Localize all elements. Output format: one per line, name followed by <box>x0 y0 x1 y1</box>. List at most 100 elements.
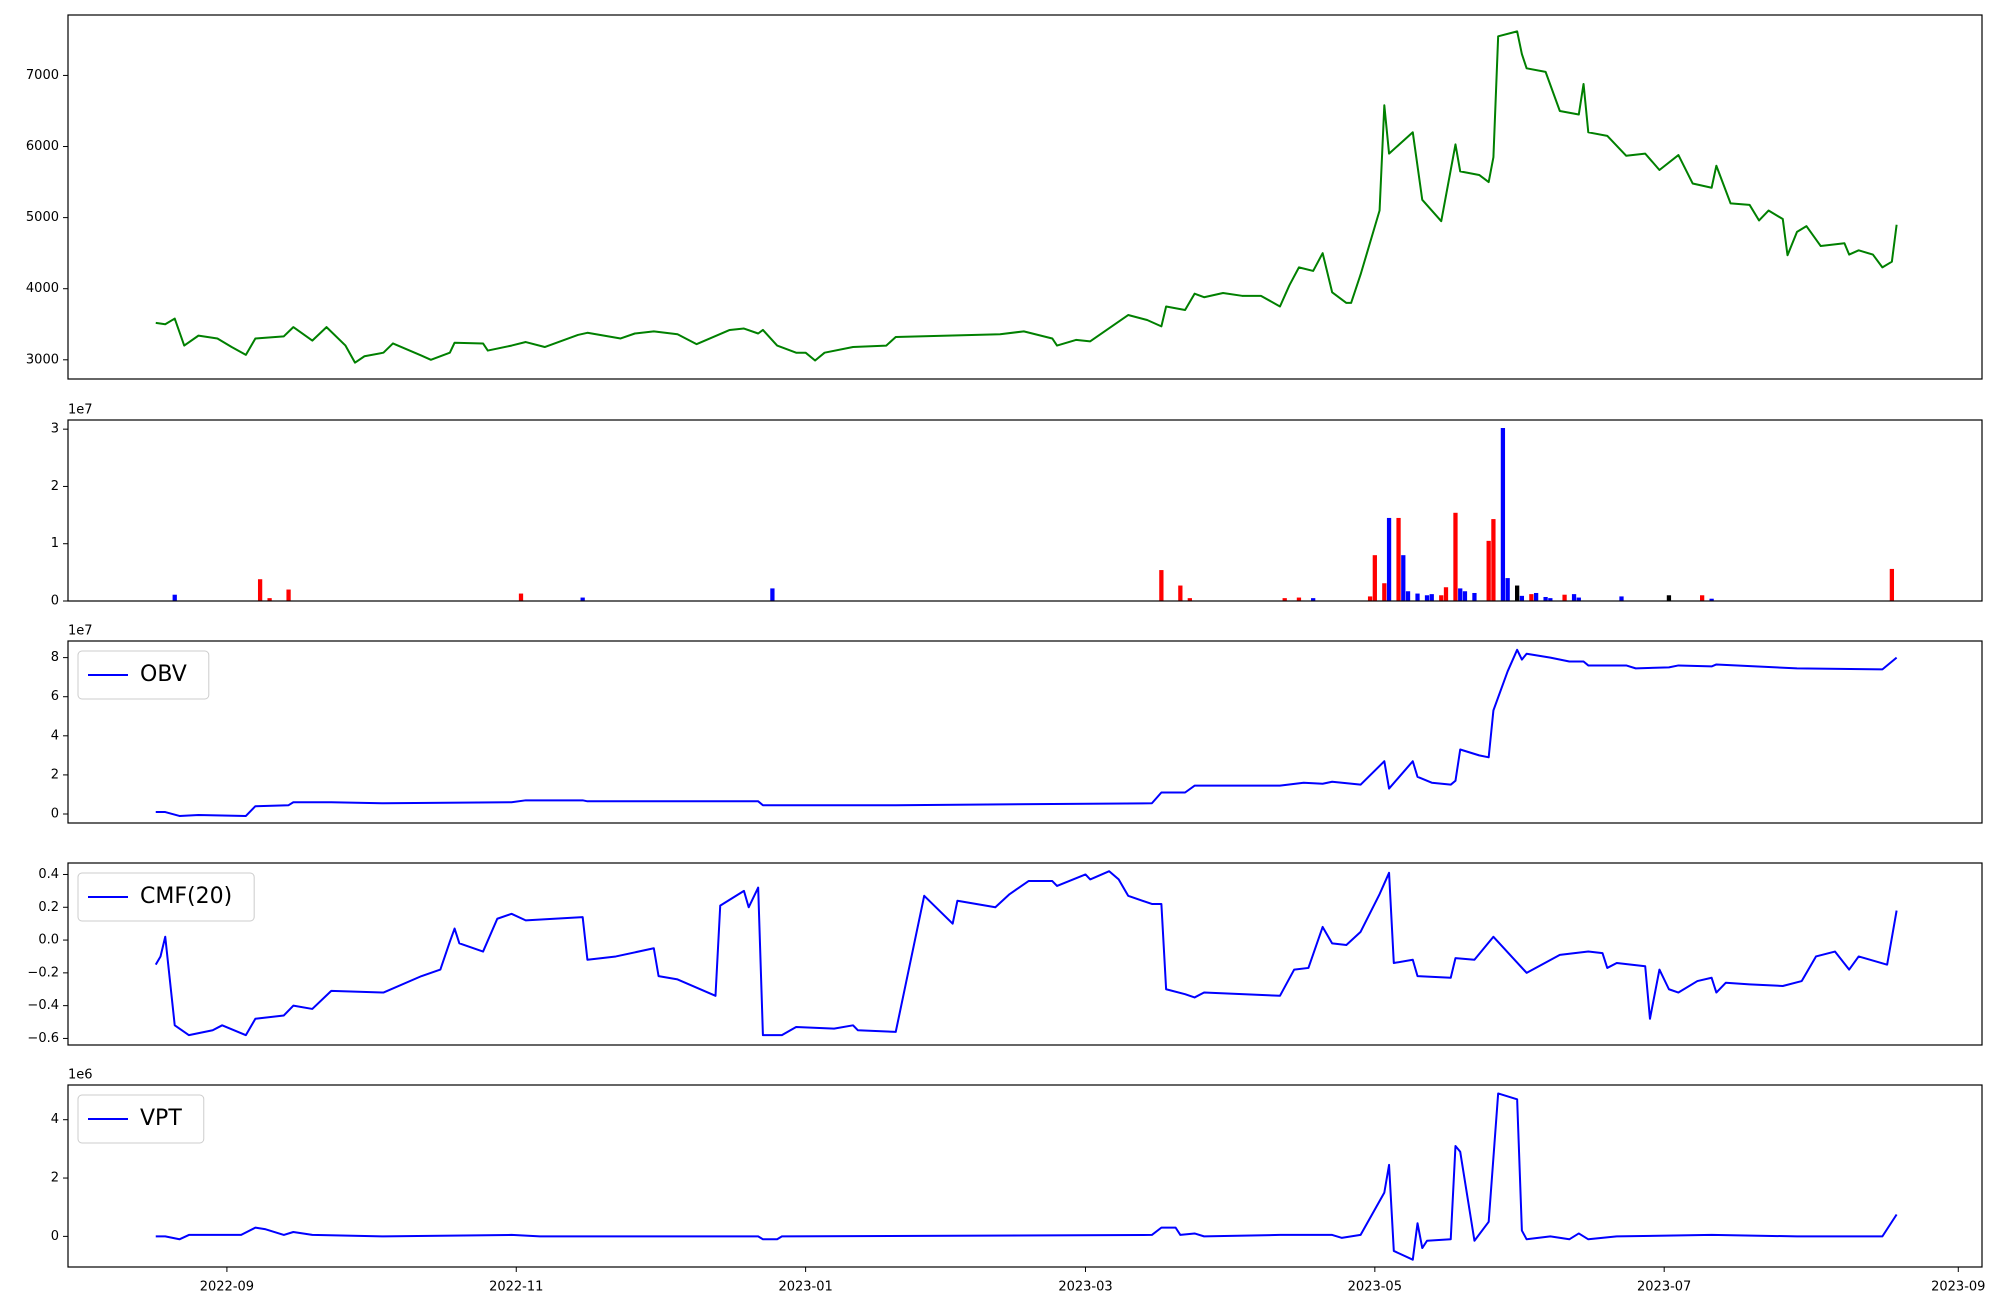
series-line <box>154 870 1898 1037</box>
volume-bar <box>1159 570 1164 601</box>
axis-offset-text: 1e6 <box>68 1068 93 1083</box>
y-tick-label: 3000 <box>26 352 59 367</box>
legend-label: CMF(20) <box>140 884 232 909</box>
legend-box <box>77 1094 205 1144</box>
plot-area <box>155 30 1898 364</box>
x-tick-label: 2022-09 <box>200 1280 254 1295</box>
volume-bar <box>1443 587 1449 601</box>
y-tick-label: 6000 <box>26 139 59 154</box>
volume-bar <box>1429 594 1434 601</box>
x-tick-label: 2023-09 <box>1931 1280 1985 1295</box>
volume-bar <box>1415 593 1420 601</box>
volume-bar <box>1666 595 1672 601</box>
volume-bar <box>1472 592 1477 601</box>
y-tick-label: 4 <box>51 1112 59 1127</box>
y-tick-label: 0.2 <box>38 900 59 915</box>
panel: 0 2 4 6 8 1e7 OBV <box>51 624 1983 824</box>
volume-bar <box>1515 585 1520 601</box>
volume-bar <box>1386 517 1392 601</box>
y-tick-label: 2 <box>51 767 59 782</box>
series-line <box>155 30 1898 364</box>
volume-bar <box>1462 591 1468 601</box>
volume-bar <box>1405 591 1411 601</box>
axes-frame <box>67 419 1983 602</box>
volume-bar <box>1439 595 1444 601</box>
volume-bar <box>1453 512 1458 601</box>
legend-label: VPT <box>140 1106 182 1131</box>
y-tick-label: 0 <box>51 807 59 822</box>
panel: 0 2 4 1e6 2022-09 2022-11 2023-01 2023-03 2023-0… <box>51 1068 1986 1295</box>
x-tick-label: 2022-11 <box>489 1280 543 1295</box>
legend: OBV <box>77 650 210 700</box>
volume-bar <box>257 579 263 601</box>
volume-bar <box>1424 595 1430 601</box>
volume-bar <box>1486 540 1491 601</box>
legend-box <box>77 650 210 700</box>
volume-bar <box>1576 597 1581 601</box>
axis-offset-text: 1e7 <box>68 624 93 639</box>
volume-bar <box>1529 594 1534 601</box>
series-line <box>155 648 1898 817</box>
y-tick-label: 4 <box>51 728 59 743</box>
x-tick-label: 2023-05 <box>1348 1280 1402 1295</box>
volume-bar <box>518 593 524 601</box>
y-tick-label: 0 <box>51 1229 59 1244</box>
plot-area <box>172 428 1895 601</box>
volume-bar <box>1396 517 1401 601</box>
y-tick-label: −0.6 <box>27 1031 59 1046</box>
axes-frame <box>67 1084 1983 1268</box>
volume-bar <box>1571 594 1577 601</box>
x-tick-label: 2023-07 <box>1637 1280 1691 1295</box>
volume-bar <box>1889 568 1895 601</box>
plot-area <box>154 870 1898 1037</box>
legend: CMF(20) <box>77 872 255 922</box>
volume-bar <box>1178 585 1183 601</box>
volume-bar <box>1619 596 1624 601</box>
volume-bar <box>1519 595 1525 601</box>
panel: 0 1 2 3 1e7 <box>51 403 1983 609</box>
volume-bar <box>770 588 775 601</box>
volume-bar <box>1699 595 1705 601</box>
volume-bar <box>1187 598 1192 601</box>
volume-bar <box>1543 596 1548 601</box>
volume-bar <box>1282 598 1287 601</box>
volume-bar <box>286 589 291 601</box>
y-tick-label: 2 <box>51 1171 59 1186</box>
axes-frame <box>67 14 1983 380</box>
volume-bar <box>1367 596 1373 601</box>
y-tick-label: 0.4 <box>38 867 59 882</box>
y-tick-label: 7000 <box>26 68 59 83</box>
series-line <box>155 1092 1898 1261</box>
volume-bar <box>1548 598 1553 601</box>
volume-bar <box>1296 597 1302 601</box>
y-tick-label: 5000 <box>26 210 59 225</box>
y-tick-label: −0.2 <box>27 965 59 980</box>
volume-bar <box>1500 428 1506 601</box>
volume-bar <box>1505 578 1510 601</box>
y-tick-label: 0.0 <box>38 933 59 948</box>
volume-bar <box>1311 598 1316 601</box>
panel: 3000 4000 5000 6000 7000 <box>26 14 1983 380</box>
legend-label: OBV <box>140 662 187 687</box>
volume-bar <box>1382 583 1387 601</box>
axes-frame <box>67 640 1983 824</box>
volume-bar <box>1372 555 1377 601</box>
plot-area <box>155 648 1898 817</box>
volume-bar <box>1458 588 1463 601</box>
y-tick-label: 2 <box>51 479 59 494</box>
legend-box <box>77 872 255 922</box>
y-tick-label: −0.4 <box>27 998 59 1013</box>
x-tick-label: 2023-01 <box>778 1280 832 1295</box>
plot-area <box>155 1092 1898 1261</box>
y-tick-label: 6 <box>51 689 59 704</box>
volume-bar <box>172 594 177 601</box>
y-tick-label: 0 <box>51 594 59 609</box>
volume-bar <box>580 597 585 601</box>
y-tick-label: 1 <box>51 536 59 551</box>
y-tick-label: 8 <box>51 650 59 665</box>
volume-bar <box>1491 519 1496 601</box>
legend: VPT <box>77 1094 205 1144</box>
axis-offset-text: 1e7 <box>68 403 93 418</box>
